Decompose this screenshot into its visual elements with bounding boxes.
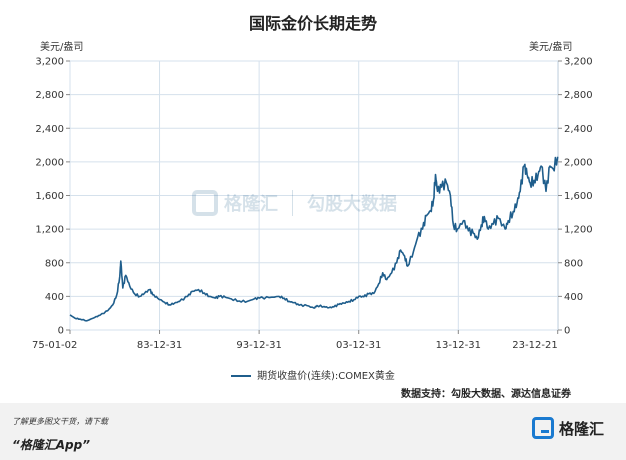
x-tick-label: 13-12-31 bbox=[436, 340, 481, 351]
legend-swatch bbox=[231, 375, 252, 377]
watermark-brand-2: 勾股大数据 bbox=[307, 194, 397, 215]
y-tick-label-left: 0 bbox=[58, 326, 64, 337]
y-tick-label-right: 2,400 bbox=[564, 124, 593, 135]
x-tick-label: 93-12-31 bbox=[236, 340, 281, 351]
x-tick-label: 75-01-02 bbox=[32, 340, 77, 351]
y-tick-label-right: 400 bbox=[564, 292, 583, 303]
legend: 期货收盘价(连续):COMEX黄金 bbox=[0, 367, 626, 382]
legend-label: 期货收盘价(连续):COMEX黄金 bbox=[257, 371, 395, 382]
y-tick-label-right: 2,000 bbox=[564, 157, 593, 168]
data-source: 数据支持：勾股大数据、源达信息证券 bbox=[401, 389, 571, 400]
chart-title: 国际金价长期走势 bbox=[248, 14, 377, 33]
y-tick-label-right: 0 bbox=[564, 326, 570, 337]
x-tick-label: 83-12-31 bbox=[137, 340, 182, 351]
gold-price-chart: 0 0 400 400 800 800 1,200 1,200 1,600 1,600 2,000 2… bbox=[32, 57, 593, 352]
watermark-logo-icon bbox=[192, 190, 218, 216]
y-tick-label-left: 400 bbox=[45, 292, 64, 303]
footer-app-name: “格隆汇App” bbox=[12, 438, 90, 452]
y-tick-label-left: 800 bbox=[45, 258, 64, 269]
watermark: 格隆汇 勾股大数据 bbox=[192, 190, 397, 216]
y-tick-label-left: 1,600 bbox=[35, 191, 64, 202]
y-tick-label-left: 2,800 bbox=[35, 90, 64, 101]
series-line-comex-gold bbox=[69, 156, 559, 322]
footer-brand: 格隆汇 bbox=[531, 417, 604, 439]
footer-promo: 了解更多图文干货，请下载 bbox=[12, 417, 108, 426]
y-tick-label-left: 2,400 bbox=[35, 124, 64, 135]
watermark-separator bbox=[292, 190, 293, 216]
y-tick-label-right: 800 bbox=[564, 258, 583, 269]
footer-brand-name: 格隆汇 bbox=[558, 419, 604, 438]
y-tick-label-right: 1,600 bbox=[564, 191, 593, 202]
footer-banner: 了解更多图文干货，请下载 “格隆汇App” 格隆汇 bbox=[0, 403, 626, 460]
y-tick-label-right: 3,200 bbox=[564, 57, 593, 68]
x-tick-label: 23-12-21 bbox=[512, 340, 557, 351]
y-tick-label-left: 1,200 bbox=[35, 225, 64, 236]
y-tick-label-right: 2,800 bbox=[564, 90, 593, 101]
brand-logo-icon bbox=[531, 417, 554, 439]
watermark-brand: 格隆汇 bbox=[224, 194, 278, 215]
y-tick-label-right: 1,200 bbox=[564, 225, 593, 236]
left-axis-unit: 美元/盎司 bbox=[40, 42, 84, 53]
y-tick-label-left: 3,200 bbox=[35, 57, 64, 68]
y-tick-label-left: 2,000 bbox=[35, 157, 64, 168]
x-tick-label: 03-12-31 bbox=[336, 340, 381, 351]
right-axis-unit: 美元/盎司 bbox=[529, 42, 573, 53]
